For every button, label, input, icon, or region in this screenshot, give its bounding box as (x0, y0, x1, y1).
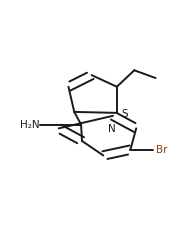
Text: H₂N: H₂N (20, 120, 39, 129)
Text: S: S (122, 109, 128, 119)
Text: N: N (108, 124, 116, 133)
Text: Br: Br (156, 145, 167, 155)
